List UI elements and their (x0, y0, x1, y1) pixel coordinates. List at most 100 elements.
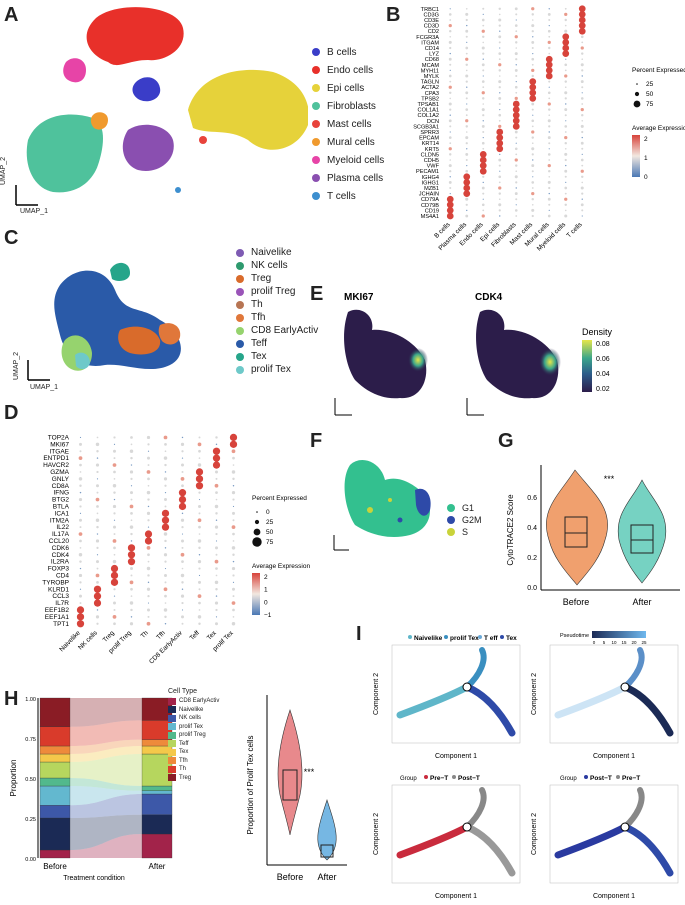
dot-mark (147, 450, 150, 452)
dot-mark (466, 103, 468, 105)
dot-mark (548, 97, 551, 100)
cell-label: Teff (189, 630, 201, 642)
dot-mark (548, 175, 551, 178)
dot-mark (79, 588, 82, 590)
dot-mark (515, 181, 518, 184)
dot-mark (578, 22, 586, 29)
dot-mark (96, 525, 99, 529)
trajectory-branch-upper (622, 787, 645, 830)
dot-mark (146, 587, 151, 591)
dot-mark (545, 55, 553, 63)
dot-mark (76, 606, 85, 614)
gene-label: FOXP3 (48, 566, 70, 573)
dot-mark (531, 197, 534, 201)
pseudotime-bar (592, 631, 646, 638)
dot-mark (449, 8, 451, 10)
pct-legend-label: 0 (266, 509, 270, 516)
panel-label-b: B (386, 4, 401, 26)
gene-label: MS4A1 (421, 214, 439, 220)
legend-label: Endo cells (327, 64, 374, 76)
dot-mark (147, 456, 150, 460)
pct-legend-title: Percent Expressed (252, 495, 307, 502)
dot-mark (548, 114, 551, 117)
avg-legend-bar (632, 135, 640, 177)
dot-mark (198, 504, 201, 508)
dot-mark (448, 147, 452, 151)
dot-mark (465, 114, 468, 117)
dot-mark (465, 136, 469, 140)
legend-label: Naivelike (251, 247, 292, 258)
dot-mark (164, 560, 167, 563)
gene-label: COL1A2 (418, 113, 439, 119)
legend-label: Teff (251, 338, 267, 349)
dot-mark (113, 491, 116, 494)
dot-mark (147, 581, 150, 584)
dot-mark (482, 35, 485, 39)
dot-mark (499, 109, 501, 111)
dot-mark (548, 52, 551, 55)
panel-label-a: A (4, 4, 19, 26)
dot-mark (482, 24, 485, 27)
group-label: Group (560, 776, 577, 782)
legend-item: Mast cells (312, 115, 384, 133)
dot-mark (515, 153, 518, 156)
dot-mark (515, 64, 517, 66)
dot-mark (564, 91, 568, 95)
gene-label: CD2 (428, 29, 439, 35)
dot-mark (96, 457, 99, 459)
dot-mark (514, 24, 518, 27)
dot-mark (531, 170, 534, 173)
dot-mark (130, 485, 133, 487)
dot-mark (231, 601, 236, 605)
dot-mark (449, 170, 452, 173)
dot-mark (515, 187, 517, 189)
dot-mark (465, 63, 468, 67)
pct-legend-label: 25 (646, 81, 654, 88)
stack-ytick: 0.50 (25, 777, 36, 783)
density-tick: 0.08 (596, 341, 610, 348)
dot-mark (531, 7, 535, 11)
gene-label: IL7R (55, 600, 69, 607)
pseudotime-tick: 0 (593, 640, 596, 645)
dot-mark (498, 209, 501, 212)
dot-mark (113, 449, 116, 453)
dot-mark (498, 119, 501, 122)
pseudotime-tick: 5 (603, 640, 606, 645)
legend-item: Teff (236, 337, 318, 350)
dot-mark (198, 457, 201, 459)
legend-item: Fibroblasts (312, 97, 384, 115)
dot-mark (112, 504, 117, 509)
dot-mark (547, 214, 551, 218)
gene-label: TRBC1 (421, 7, 439, 13)
dot-mark (78, 456, 83, 461)
dot-mark (448, 102, 452, 106)
gene-label: HAVCR2 (43, 462, 69, 469)
subplot-frame (549, 784, 679, 884)
traj-ylabel: Component 2 (531, 813, 538, 855)
dot-mark (231, 470, 236, 474)
legend-swatch (236, 274, 244, 283)
dot-mark (482, 147, 485, 150)
dot-mark (564, 175, 567, 178)
dot-mark (564, 18, 567, 22)
dot-mark (564, 152, 568, 156)
dot-mark (531, 142, 534, 145)
dot-mark (531, 203, 534, 206)
gene-label: SPRR3 (420, 130, 439, 136)
dot-mark (164, 498, 167, 502)
dot-mark (96, 478, 99, 480)
pseudotime-tick: 10 (611, 640, 617, 645)
avg-legend-tick: 1 (644, 155, 648, 162)
dot-mark (164, 547, 167, 549)
dot-mark (498, 7, 501, 11)
dot-mark (463, 190, 471, 197)
dot-mark (548, 169, 551, 173)
dot-mark (465, 119, 469, 123)
dot-mark (164, 594, 167, 598)
dot-mark (465, 57, 469, 61)
subplot-frame (391, 644, 521, 744)
dot-mark (147, 553, 150, 557)
dot-mark (465, 197, 469, 201)
dot-mark (564, 131, 567, 133)
dot-mark (164, 602, 167, 604)
